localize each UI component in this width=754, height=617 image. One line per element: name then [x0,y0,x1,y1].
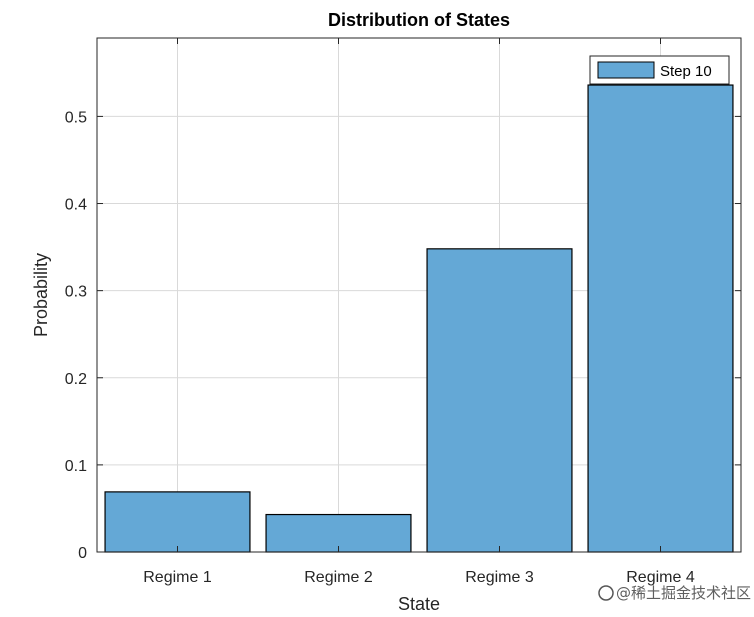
y-tick-label: 0 [78,545,87,562]
bar [104,491,251,553]
y-tick-label: 0.2 [65,371,87,388]
y-tick-label: 0.4 [65,197,87,214]
x-axis-ticks: Regime 1 Regime 2 Regime 3 Regime 4 [143,38,695,586]
watermark-logo-icon [598,585,614,601]
bar [265,513,412,553]
y-tick-label: 0.5 [65,109,87,126]
x-tick-label: Regime 2 [304,569,373,586]
y-tick-label: 0.1 [65,458,87,475]
watermark-text: @稀土掘金技术社区 [616,584,751,602]
x-tick-label: Regime 4 [626,569,695,586]
y-tick-label: 0.3 [65,284,87,301]
x-axis-label: State [398,594,440,614]
bar [587,84,734,553]
x-tick-label: Regime 3 [465,569,534,586]
bars [104,84,734,553]
bar [426,248,573,553]
watermark: @稀土掘金技术社区 [598,584,751,602]
legend-label: Step 10 [660,63,712,80]
plot-frame [96,37,742,553]
chart-title: Distribution of States [328,10,510,30]
x-tick-label: Regime 1 [143,569,212,586]
y-axis-label: Probability [31,253,51,337]
y-axis-ticks: 0 0.1 0.2 0.3 0.4 0.5 [65,109,741,562]
legend: Step 10 [589,55,730,85]
legend-swatch [597,61,655,79]
